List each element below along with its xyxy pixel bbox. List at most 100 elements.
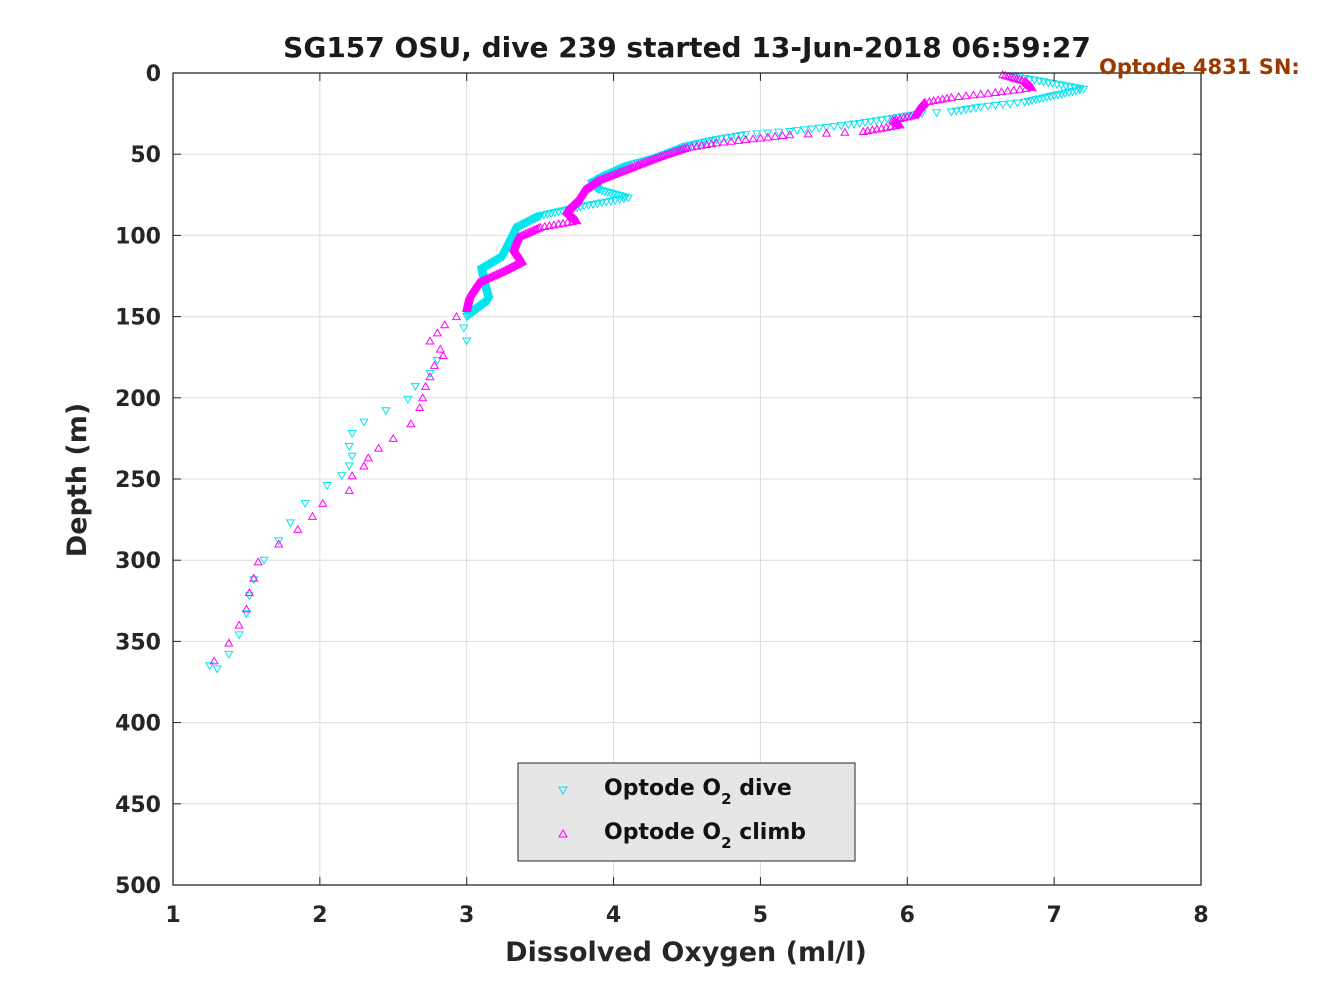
climb-point (631, 160, 642, 170)
climb-point (598, 173, 608, 183)
x-tick-label: 8 (1193, 903, 1208, 928)
climb-point (726, 136, 736, 145)
dive-point (344, 462, 354, 471)
dive-point (854, 119, 865, 128)
climb-point (665, 148, 675, 157)
climb-point (533, 223, 543, 232)
dive-point (1023, 97, 1034, 107)
dive-point (1034, 95, 1045, 104)
x-tick-label: 4 (606, 903, 621, 928)
climb-point (606, 170, 617, 179)
y-tick-label: 0 (146, 62, 161, 87)
climb-point (627, 162, 638, 171)
dive-point (347, 452, 357, 461)
dive-point (603, 188, 613, 197)
legend-climb-sub: 2 (721, 834, 731, 852)
climb-point (224, 638, 234, 647)
dive-point (463, 312, 473, 321)
x-tick-label: 2 (312, 903, 327, 928)
climb-point (660, 150, 670, 159)
climb-point (697, 140, 707, 149)
climb-point (307, 511, 318, 520)
y-tick-label: 100 (115, 224, 161, 249)
dive-point (998, 101, 1008, 110)
climb-point (657, 151, 668, 160)
dive-point (721, 134, 731, 143)
climb-point (563, 217, 573, 226)
dive-point (971, 104, 981, 113)
climb-point (763, 132, 773, 141)
x-tick-label: 6 (900, 903, 915, 928)
climb-point (344, 485, 354, 494)
climb-point (553, 219, 564, 228)
climb-point (417, 393, 428, 402)
dive-point (966, 105, 976, 114)
climb-point (604, 171, 615, 180)
climb-point (347, 471, 357, 480)
climb-point (613, 168, 623, 177)
climb-point (517, 230, 527, 239)
climb-point (652, 152, 663, 161)
legend-box (517, 762, 856, 862)
climb-point (629, 161, 640, 170)
climb-point (961, 91, 971, 100)
climb-point (1006, 72, 1016, 81)
climb-point (946, 92, 957, 101)
dive-point (849, 120, 859, 129)
dive-point (686, 141, 696, 150)
climb-point (667, 147, 677, 157)
dive-point (799, 126, 810, 135)
climb-point (1015, 84, 1025, 93)
ticks: 1 2 3 4 5 6 7 8 0 50 100 150 200 250 300 350 400 450 500 (115, 62, 1209, 928)
climb-point (983, 88, 993, 97)
dive-point (736, 132, 746, 141)
climb-point (274, 539, 284, 548)
dive-point (234, 631, 244, 640)
climb-point (976, 89, 986, 98)
climb-point (933, 95, 943, 104)
dive-point (785, 127, 795, 137)
climb-point (785, 130, 795, 139)
dive-point (553, 208, 564, 217)
y-tick-label: 500 (115, 874, 161, 899)
climb-point (602, 172, 612, 181)
dive-point (1075, 86, 1085, 95)
climb-point (621, 165, 631, 174)
y-tick-label: 450 (115, 793, 161, 818)
dive-point (594, 186, 604, 195)
climb-point (770, 131, 780, 140)
climb-point (990, 87, 1001, 96)
dive-point (244, 592, 255, 601)
y-tick-label: 150 (115, 306, 161, 331)
dive-point (205, 662, 215, 671)
climb-point (968, 90, 979, 99)
climb-point (425, 372, 435, 381)
dive-point (212, 665, 222, 674)
climb-point (674, 145, 685, 154)
climb-point (1011, 74, 1022, 83)
climb-point (954, 91, 964, 101)
dive-point (836, 122, 846, 131)
climb-point (600, 173, 610, 182)
dive-point (546, 209, 556, 219)
climb-point (531, 224, 542, 233)
y-tick-label: 200 (115, 387, 161, 412)
climb-point (998, 70, 1008, 79)
legend: Optode O2 dive Optode O2 climb (517, 762, 856, 862)
climb-point (477, 276, 487, 285)
dive-point (951, 107, 961, 116)
climb-point (1003, 71, 1013, 80)
dive-point (300, 499, 310, 508)
climb-point (440, 320, 450, 329)
dive-point (731, 132, 741, 141)
dive-point (814, 124, 824, 133)
dive-point (605, 189, 616, 198)
dive-point (892, 114, 903, 123)
climb-point (662, 149, 673, 158)
climb-point (608, 169, 619, 178)
climb-point (858, 126, 868, 135)
climb-point (1009, 73, 1019, 82)
dive-point (579, 202, 589, 211)
climb-point (1000, 70, 1011, 79)
dive-point (359, 418, 369, 427)
